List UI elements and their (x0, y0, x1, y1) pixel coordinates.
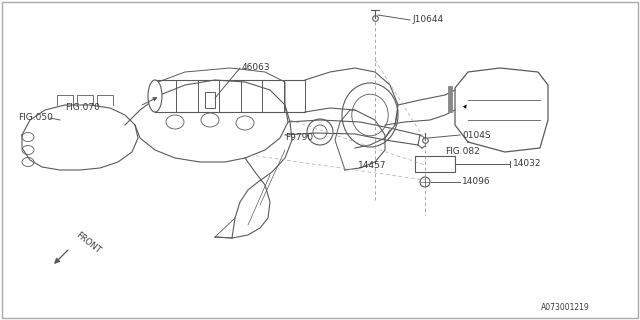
Ellipse shape (307, 119, 333, 145)
Ellipse shape (201, 113, 219, 127)
Text: FIG.082: FIG.082 (445, 148, 480, 156)
Text: A073001219: A073001219 (541, 303, 590, 313)
Text: FIG.050: FIG.050 (18, 114, 53, 123)
Ellipse shape (148, 80, 162, 112)
Ellipse shape (236, 116, 254, 130)
Text: 14096: 14096 (462, 178, 491, 187)
Text: FRONT: FRONT (74, 231, 102, 255)
Ellipse shape (313, 125, 327, 139)
Text: 14032: 14032 (513, 159, 541, 169)
Ellipse shape (352, 94, 388, 136)
Text: J10644: J10644 (412, 15, 443, 25)
Bar (415, 156, 455, 172)
Ellipse shape (420, 177, 430, 187)
Ellipse shape (342, 83, 398, 147)
Ellipse shape (166, 115, 184, 129)
Ellipse shape (22, 146, 34, 155)
Text: 0104S: 0104S (462, 131, 491, 140)
Text: 46063: 46063 (242, 63, 271, 73)
Text: 14457: 14457 (358, 161, 387, 170)
Text: FIG.070: FIG.070 (65, 103, 100, 113)
Bar (205, 92, 215, 108)
Ellipse shape (22, 157, 34, 166)
Text: F9790: F9790 (285, 133, 313, 142)
Ellipse shape (22, 132, 34, 141)
